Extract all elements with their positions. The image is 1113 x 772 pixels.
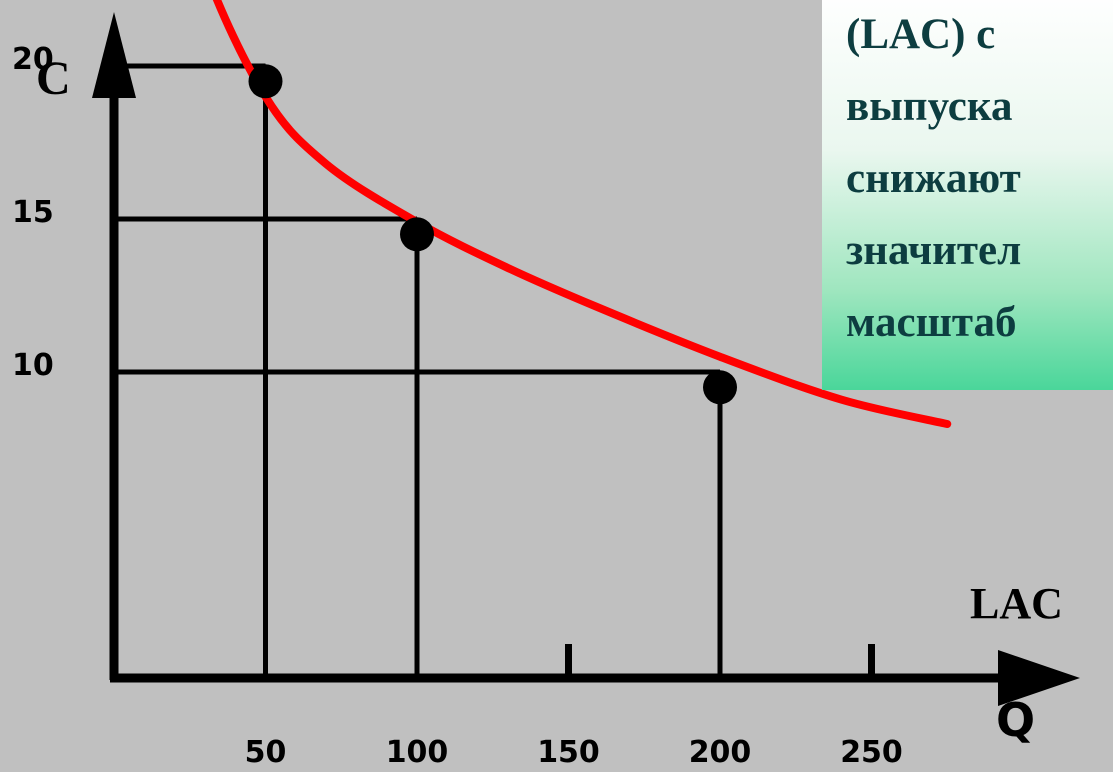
data-point-50 — [248, 64, 283, 99]
reference-lines — [114, 63, 723, 678]
x-tick-label-200: 200 — [689, 735, 752, 770]
x-axis-ticks — [565, 644, 875, 678]
y-tick-label-20: 20 — [12, 42, 54, 77]
note-line-4: значител — [846, 227, 1022, 274]
x-axis-arrow — [998, 650, 1080, 706]
y-tick-labels: 10 15 20 — [12, 42, 54, 383]
data-point-200 — [703, 370, 737, 405]
x-tick-label-250: 250 — [840, 735, 903, 770]
note-line-1: (LAC) с — [846, 11, 996, 58]
data-points — [248, 64, 737, 405]
x-axis-label: Q — [996, 693, 1035, 747]
y-tick-label-15: 15 — [12, 195, 54, 230]
x-tick-label-150: 150 — [537, 735, 600, 770]
y-tick-label-10: 10 — [12, 348, 54, 383]
note-box: (LAC) с выпуска снижают значител масштаб — [822, 0, 1113, 390]
x-tick-labels: 50 100 150 200 250 — [245, 735, 903, 770]
x-tick-label-50: 50 — [245, 735, 287, 770]
lac-curve — [212, 0, 952, 429]
note-line-3: снижают — [846, 155, 1021, 202]
y-axis-label: C — [36, 52, 71, 105]
data-point-100 — [400, 217, 434, 252]
y-axis-arrow — [92, 12, 136, 98]
note-line-2: выпуска — [846, 83, 1013, 130]
x-tick-label-100: 100 — [386, 735, 449, 770]
note-line-5: масштаб — [846, 299, 1017, 346]
series-label-lac: LAC — [970, 579, 1063, 628]
